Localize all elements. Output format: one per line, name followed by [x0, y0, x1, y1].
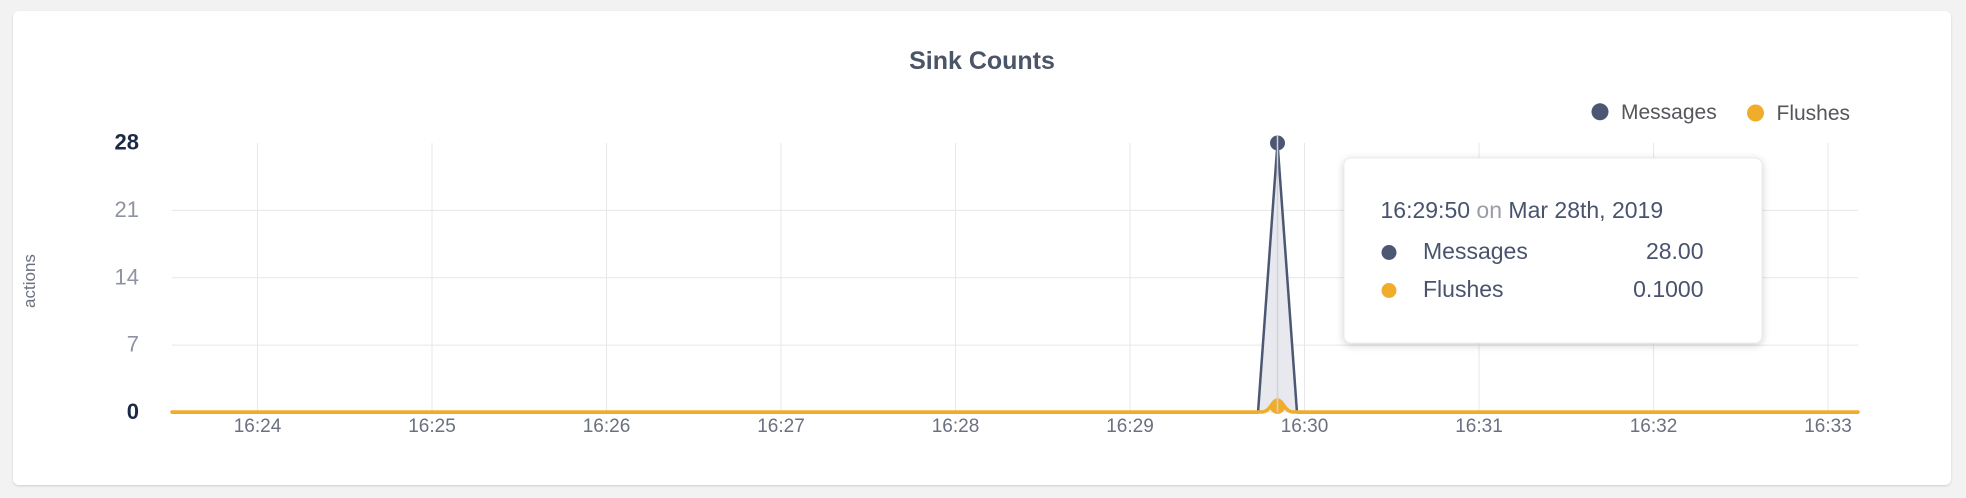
- svg-text:16:31: 16:31: [1455, 416, 1503, 437]
- svg-text:16:32: 16:32: [1630, 416, 1678, 437]
- svg-text:actions: actions: [20, 254, 39, 308]
- svg-text:14: 14: [115, 264, 139, 289]
- svg-text:28: 28: [115, 130, 139, 155]
- svg-text:0.1000: 0.1000: [1633, 276, 1703, 302]
- svg-text:28.00: 28.00: [1646, 238, 1704, 264]
- svg-text:7: 7: [127, 332, 139, 357]
- svg-text:16:24: 16:24: [234, 416, 282, 437]
- svg-text:16:29:50 on Mar 28th, 2019: 16:29:50 on Mar 28th, 2019: [1381, 197, 1664, 223]
- svg-text:Flushes: Flushes: [1777, 102, 1851, 125]
- svg-text:16:30: 16:30: [1281, 416, 1329, 437]
- svg-text:16:33: 16:33: [1804, 416, 1852, 437]
- svg-text:16:27: 16:27: [757, 416, 805, 437]
- svg-text:Messages: Messages: [1621, 101, 1717, 124]
- svg-text:21: 21: [115, 197, 139, 222]
- svg-text:Flushes: Flushes: [1423, 276, 1504, 302]
- svg-text:16:28: 16:28: [932, 416, 980, 437]
- svg-text:16:26: 16:26: [583, 416, 631, 437]
- svg-text:16:25: 16:25: [408, 416, 456, 437]
- svg-text:Messages: Messages: [1423, 238, 1528, 264]
- svg-text:0: 0: [127, 399, 139, 424]
- svg-text:16:29: 16:29: [1106, 416, 1154, 437]
